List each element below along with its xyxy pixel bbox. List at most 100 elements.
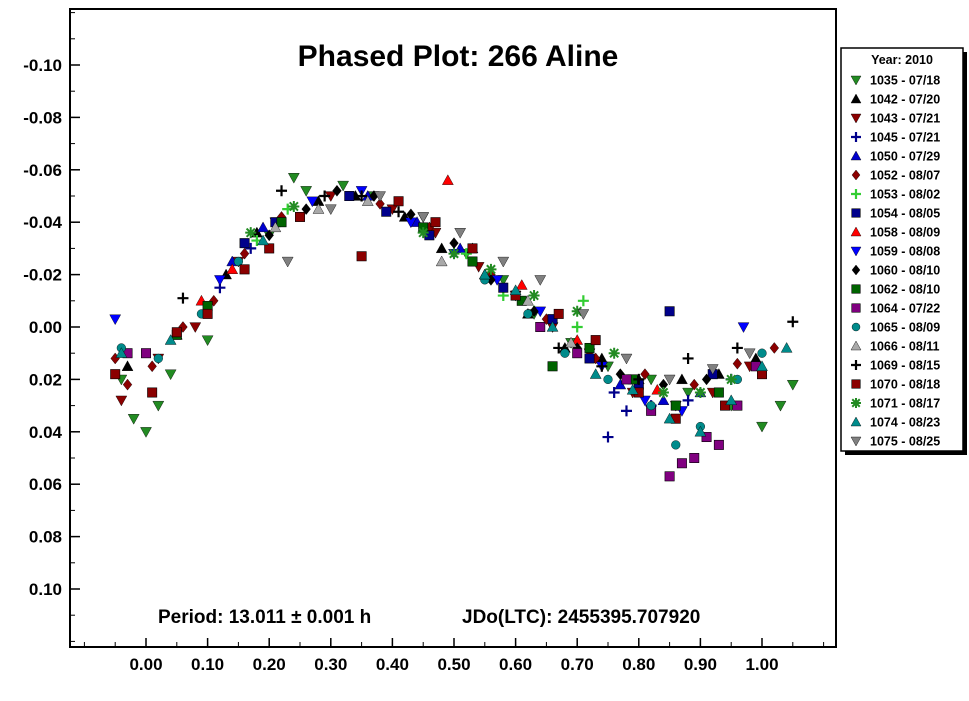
data-point <box>324 204 337 216</box>
data-point <box>534 275 547 286</box>
data-point <box>214 275 226 286</box>
y-tick-label: -0.02 <box>23 266 62 285</box>
data-point <box>152 401 165 412</box>
data-point <box>620 353 633 365</box>
data-point <box>756 360 768 371</box>
legend-label: 1050 - 07/29 <box>870 150 940 164</box>
data-point <box>115 395 128 407</box>
data-point <box>546 321 559 332</box>
data-point <box>361 195 374 206</box>
data-point <box>577 309 590 320</box>
data-point <box>448 248 460 260</box>
data-point <box>671 440 681 450</box>
legend-marker <box>850 75 862 86</box>
data-point <box>288 173 300 184</box>
data-point <box>560 348 570 358</box>
legend-label: 1074 - 08/23 <box>870 416 940 430</box>
data-point <box>769 342 779 354</box>
legend-label: 1062 - 08/10 <box>870 283 940 297</box>
data-point <box>657 394 670 405</box>
x-tick-label: 0.50 <box>437 655 470 674</box>
legend-label: 1054 - 08/05 <box>870 207 940 221</box>
series-1070 <box>110 196 767 424</box>
x-tick-label: 0.90 <box>684 655 717 674</box>
legend-marker <box>851 322 861 332</box>
data-point <box>295 211 305 222</box>
data-point <box>732 400 743 411</box>
data-point <box>374 191 386 202</box>
legend-marker <box>851 189 861 199</box>
data-point <box>787 316 799 328</box>
data-point <box>701 373 712 386</box>
data-point <box>694 425 707 437</box>
y-tick-label: -0.10 <box>23 56 62 75</box>
data-point <box>646 401 656 411</box>
legend-marker <box>850 226 862 237</box>
series-1069 <box>177 185 799 385</box>
data-point <box>670 400 681 411</box>
data-point <box>171 327 182 338</box>
data-point <box>276 185 288 197</box>
data-point <box>264 243 275 254</box>
series-1052 <box>110 198 779 391</box>
data-point <box>344 191 355 201</box>
legend-label: 1059 - 08/08 <box>870 245 940 259</box>
data-point <box>110 369 121 380</box>
data-point <box>356 251 367 262</box>
y-tick-label: -0.04 <box>23 213 62 232</box>
x-axis-ticks: 0.00 0.10 0.20 0.30 0.40 0.50 0.60 0.70 0.80 0.90… <box>83 638 825 674</box>
data-point <box>264 229 274 242</box>
data-point <box>676 373 688 384</box>
data-point <box>547 361 558 372</box>
data-point <box>153 353 163 364</box>
data-point <box>523 309 533 319</box>
y-tick-label: 0.08 <box>29 528 62 547</box>
x-tick-label: 0.80 <box>622 655 655 674</box>
data-point <box>565 336 577 348</box>
series-1074 <box>115 234 793 437</box>
legend-marker <box>851 208 861 218</box>
data-point <box>375 198 385 210</box>
legend-marker <box>851 284 861 294</box>
data-point <box>288 200 300 212</box>
data-point <box>257 221 269 233</box>
legend-marker <box>851 132 861 142</box>
data-point <box>608 387 620 398</box>
data-point <box>713 387 724 398</box>
data-point <box>406 208 416 221</box>
data-point <box>164 369 177 381</box>
legend-marker <box>850 436 862 447</box>
legend-label: 1035 - 07/18 <box>870 74 940 88</box>
data-point <box>682 394 694 406</box>
epoch-text: JDo(LTC): 2455395.707920 <box>462 607 700 628</box>
data-point <box>498 282 509 293</box>
data-point <box>509 284 522 295</box>
data-point <box>657 387 669 398</box>
data-point <box>178 321 188 333</box>
data-point <box>497 256 510 268</box>
data-point <box>713 439 724 450</box>
series-1071 <box>245 200 737 398</box>
data-point <box>245 227 257 239</box>
period-text: Period: 13.011 ± 0.001 h <box>158 607 371 628</box>
legend-marker <box>851 169 861 181</box>
data-point <box>590 335 601 346</box>
data-point <box>454 228 466 239</box>
data-point <box>553 308 564 319</box>
data-point <box>756 421 768 433</box>
data-point <box>257 234 269 246</box>
data-point <box>608 347 620 359</box>
data-point <box>164 334 177 345</box>
y-tick-label: -0.06 <box>23 161 62 180</box>
data-point <box>571 321 583 333</box>
data-point <box>780 342 793 353</box>
legend-marker <box>851 360 861 370</box>
data-point <box>603 374 613 385</box>
legend-label: 1064 - 07/22 <box>870 302 940 316</box>
data-point <box>725 394 738 405</box>
data-point <box>645 374 657 386</box>
data-point <box>682 352 694 364</box>
data-point <box>177 292 189 304</box>
data-points-layer <box>109 173 799 482</box>
data-point <box>757 348 767 358</box>
